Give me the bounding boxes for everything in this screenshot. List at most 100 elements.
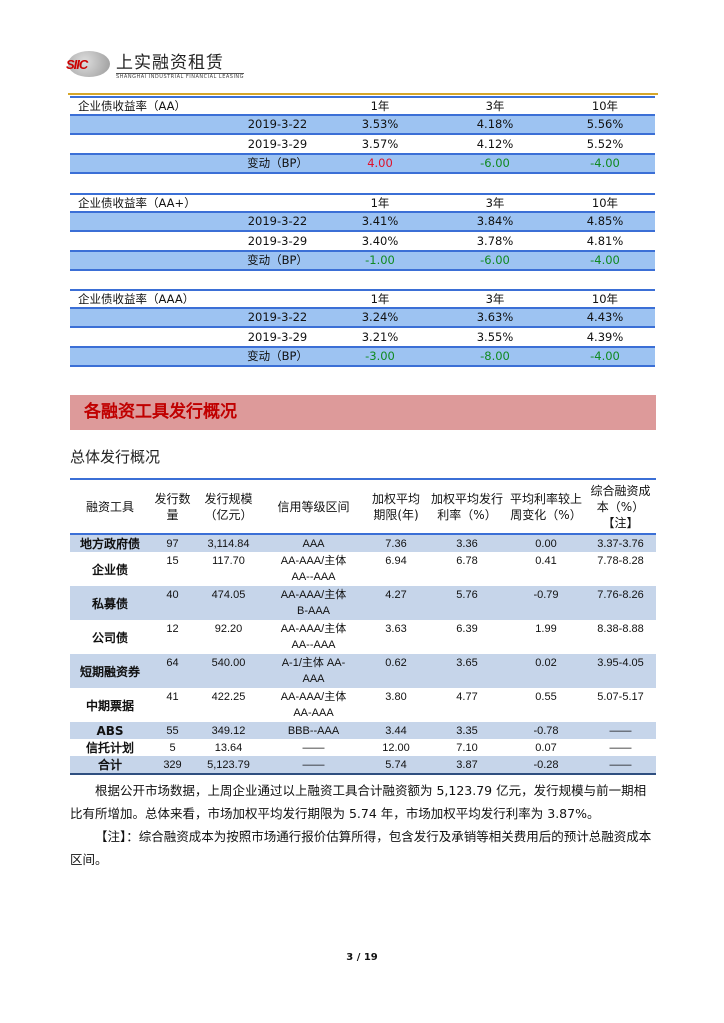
- logo-en: SHANGHAI INDUSTRIAL FINANCIAL LEASING: [116, 73, 245, 80]
- change-value: -1.00: [365, 253, 395, 268]
- change-value: -4.00: [590, 156, 620, 171]
- table-cell: 3.80: [385, 691, 407, 703]
- table-cell: AA-AAA/主体 B-AAA: [262, 586, 365, 620]
- change-value: -6.00: [480, 156, 510, 171]
- table-cell: 7.36: [365, 534, 427, 552]
- yield-row: 2019-3-29 3.57% 4.12% 5.52%: [70, 135, 655, 155]
- issuance-table: 融资工具 发行数量 发行规模（亿元） 信用等级区间 加权平均期限(年) 加权平均发行利率（…: [70, 478, 656, 775]
- page-number: 3 / 19: [346, 952, 378, 963]
- logo-mark: SIIC: [66, 51, 110, 77]
- table-cell: ——: [585, 722, 656, 739]
- table-row: ABS 55 349.12 BBB--AAA 3.44 3.35 -0.78 ——: [70, 722, 656, 739]
- instrument-name: 合计: [70, 756, 150, 774]
- table-row: 合计 329 5,123.79 —— 5.74 3.87 -0.28 ——: [70, 756, 656, 774]
- date-cell: 2019-3-22: [247, 117, 308, 132]
- table-cell: 0.41: [535, 555, 557, 567]
- table-cell: -0.79: [507, 586, 585, 620]
- value-cell: 3.84%: [476, 214, 514, 229]
- table-cell: 3.87: [427, 756, 507, 774]
- table-cell: -0.78: [507, 722, 585, 739]
- value-cell: 4.18%: [476, 117, 514, 132]
- instrument-name: 短期融资券: [70, 654, 150, 688]
- table-cell: 3.63: [385, 623, 407, 635]
- table-cell: ——: [585, 756, 656, 774]
- column-header: 10年: [591, 292, 619, 306]
- summary-paragraph: 根据公开市场数据，上周企业通过以上融资工具合计融资额为 5,123.79 亿元，…: [70, 779, 658, 871]
- table-cell: 0.62: [365, 654, 427, 688]
- column-header: 发行数量: [150, 479, 195, 535]
- table-cell: 5: [169, 742, 176, 754]
- column-header: 加权平均期限(年): [365, 479, 427, 535]
- table-row: 信托计划 5 13.64 —— 12.00 7.10 0.07 ——: [70, 739, 656, 756]
- table-cell: 5.07-5.17: [597, 691, 644, 703]
- table-row: 企业债 15 117.70 AA-AAA/主体 AA--AAA 6.94 6.78 0.41…: [70, 552, 656, 586]
- table-cell: 55: [150, 722, 195, 739]
- column-header: 加权平均发行利率（%）: [427, 479, 507, 535]
- value-cell: 4.43%: [586, 310, 624, 325]
- instrument-name: 中期票据: [85, 698, 134, 713]
- value-cell: 3.40%: [361, 233, 399, 248]
- yield-row: 2019-3-22 3.53% 4.18% 5.56%: [70, 115, 655, 135]
- instrument-name: 企业债: [91, 562, 128, 577]
- table-cell: ——: [262, 756, 365, 774]
- table-cell: 3.37-3.76: [585, 534, 656, 552]
- change-label: 变动（BP）: [247, 156, 308, 171]
- table-cell: 64: [150, 654, 195, 688]
- yield-row: 2019-3-29 3.40% 3.78% 4.81%: [70, 232, 655, 252]
- value-cell: 4.12%: [476, 136, 514, 151]
- column-header: 1年: [370, 196, 390, 210]
- note-paragraph: 【注】：综合融资成本为按照市场通行报价估算所得，包含发行及承销等相关费用后的预计…: [70, 829, 652, 867]
- change-value: -8.00: [480, 349, 510, 364]
- yield-header-row: 企业债收益率（AAA） 1年 3年 10年: [70, 289, 655, 309]
- table-cell: 329: [150, 756, 195, 774]
- change-label: 变动（BP）: [247, 253, 308, 268]
- table-cell: AA-AAA/主体 AA--AAA: [280, 555, 347, 583]
- table-cell: 92.20: [214, 623, 243, 635]
- value-cell: 3.63%: [476, 310, 514, 325]
- change-value: -6.00: [480, 253, 510, 268]
- paragraph: 根据公开市场数据，上周企业通过以上融资工具合计融资额为 5,123.79 亿元，…: [70, 783, 647, 821]
- table-title: 企业债收益率（AA）: [78, 99, 187, 113]
- value-cell: 4.85%: [586, 214, 624, 229]
- table-row: 公司债 12 92.20 AA-AAA/主体 AA--AAA 3.63 6.39 1.99 8…: [70, 620, 656, 654]
- instrument-name: 地方政府债: [70, 534, 150, 552]
- change-value: -4.00: [590, 349, 620, 364]
- column-header: 融资工具: [70, 479, 150, 535]
- column-header: 10年: [591, 196, 619, 210]
- table-cell: 6.78: [456, 555, 478, 567]
- table-cell: 0.02: [507, 654, 585, 688]
- table-cell: 40: [150, 586, 195, 620]
- table-cell: 4.27: [365, 586, 427, 620]
- table-cell: 6.94: [385, 555, 407, 567]
- table-cell: 12.00: [382, 742, 410, 754]
- table-cell: 3.35: [427, 722, 507, 739]
- column-header: 3年: [485, 292, 505, 306]
- yield-row: 2019-3-29 3.21% 3.55% 4.39%: [70, 328, 655, 348]
- table-cell: 1.99: [535, 623, 557, 635]
- instrument-name: 公司债: [91, 630, 128, 645]
- column-header: 平均利率较上周变化（%）: [507, 479, 585, 535]
- date-cell: 2019-3-22: [247, 310, 308, 325]
- table-cell: 41: [166, 691, 179, 703]
- yield-table: 企业债收益率（AAA） 1年 3年 10年 2019-3-22 3.24% 3.63% 4.4…: [70, 289, 655, 367]
- table-cell: AAA: [262, 534, 365, 552]
- table-cell: 3.95-4.05: [585, 654, 656, 688]
- date-cell: 2019-3-29: [247, 329, 308, 344]
- instrument-name: 私募债: [70, 586, 150, 620]
- yield-row: 2019-3-22 3.41% 3.84% 4.85%: [70, 212, 655, 232]
- table-cell: BBB--AAA: [262, 722, 365, 739]
- change-row: 变动（BP） 4.00 -6.00 -4.00: [70, 154, 655, 174]
- table-cell: 7.10: [456, 742, 478, 754]
- table-cell: 0.00: [507, 534, 585, 552]
- table-cell: 0.55: [535, 691, 557, 703]
- column-header: 发行规模（亿元）: [195, 479, 262, 535]
- yield-table: 企业债收益率（AA+） 1年 3年 10年 2019-3-22 3.41% 3.84% 4.8…: [70, 193, 655, 271]
- table-cell: 3.44: [365, 722, 427, 739]
- value-cell: 3.53%: [361, 117, 399, 132]
- value-cell: 4.39%: [586, 329, 624, 344]
- table-cell: 6.39: [456, 623, 478, 635]
- column-header: 1年: [370, 292, 390, 306]
- table-cell: 7.78-8.28: [597, 555, 644, 567]
- table-row: 中期票据 41 422.25 AA-AAA/主体 AA-AAA 3.80 4.77 0.55…: [70, 688, 656, 722]
- yield-table: 企业债收益率（AA） 1年 3年 10年 2019-3-22 3.53% 4.18% 5.56…: [70, 96, 655, 174]
